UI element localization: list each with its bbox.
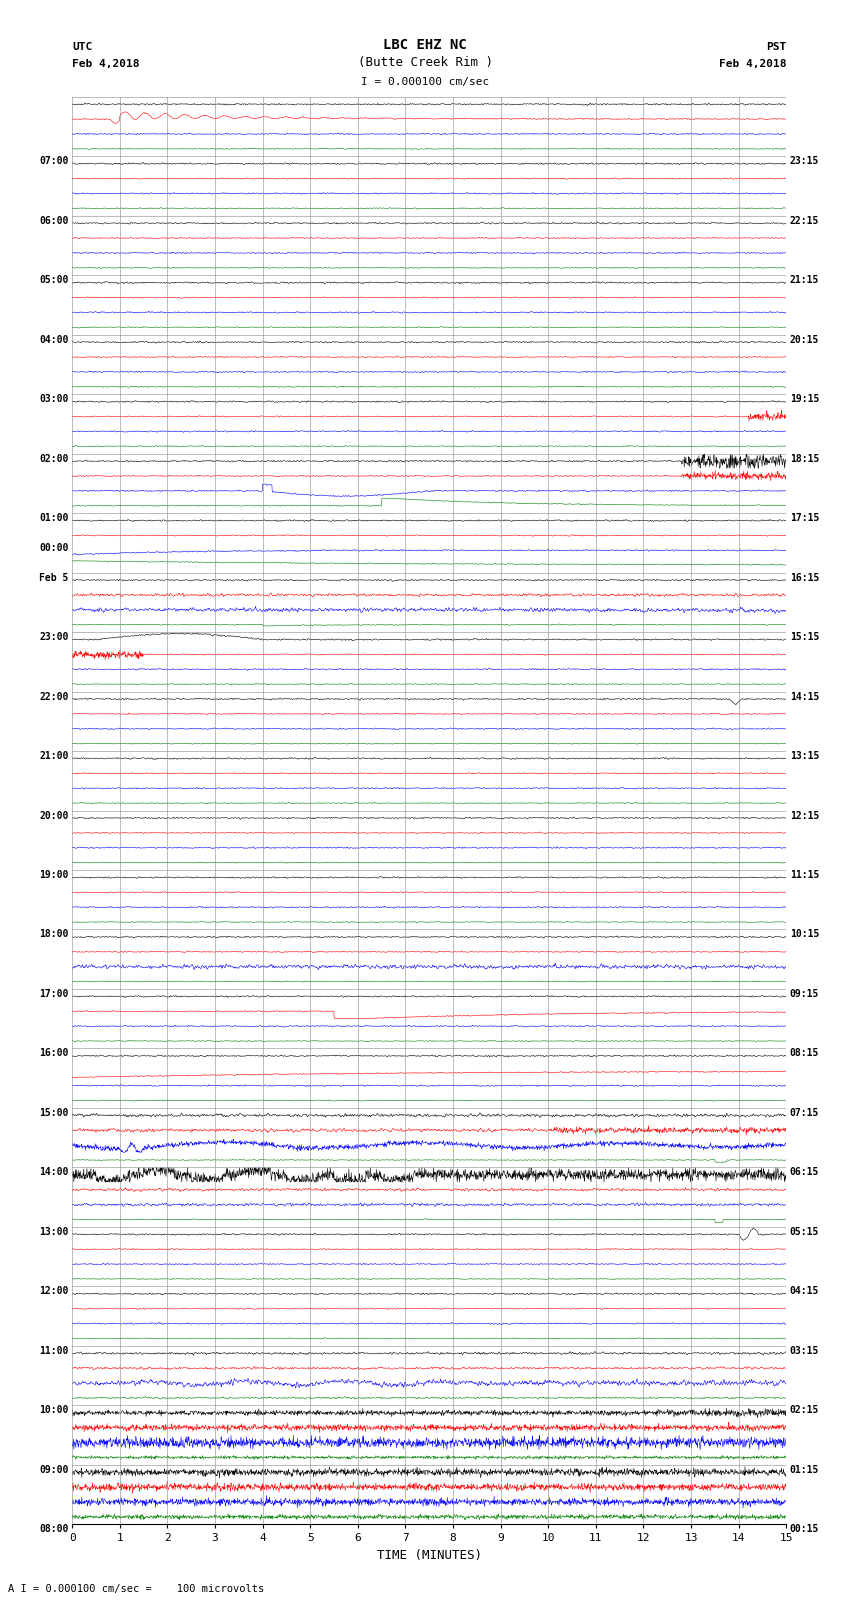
Text: 20:00: 20:00 — [39, 810, 69, 821]
Text: 01:00: 01:00 — [39, 513, 69, 523]
Text: 19:00: 19:00 — [39, 869, 69, 881]
Text: 23:00: 23:00 — [39, 632, 69, 642]
Text: UTC: UTC — [72, 42, 93, 52]
Text: 18:00: 18:00 — [39, 929, 69, 939]
Text: A I = 0.000100 cm/sec =    100 microvolts: A I = 0.000100 cm/sec = 100 microvolts — [8, 1584, 264, 1594]
Text: 21:00: 21:00 — [39, 752, 69, 761]
Text: 06:00: 06:00 — [39, 216, 69, 226]
Text: 10:00: 10:00 — [39, 1405, 69, 1415]
Text: 05:15: 05:15 — [790, 1227, 819, 1237]
Text: 15:00: 15:00 — [39, 1108, 69, 1118]
Text: 08:15: 08:15 — [790, 1048, 819, 1058]
Text: 14:00: 14:00 — [39, 1168, 69, 1177]
Text: I = 0.000100 cm/sec: I = 0.000100 cm/sec — [361, 77, 489, 87]
Text: 22:15: 22:15 — [790, 216, 819, 226]
Text: Feb 4,2018: Feb 4,2018 — [719, 60, 786, 69]
Text: 07:00: 07:00 — [39, 156, 69, 166]
Text: 20:15: 20:15 — [790, 336, 819, 345]
Text: 11:00: 11:00 — [39, 1345, 69, 1357]
Text: 13:00: 13:00 — [39, 1227, 69, 1237]
Text: 23:15: 23:15 — [790, 156, 819, 166]
Text: 19:15: 19:15 — [790, 394, 819, 405]
Text: 10:15: 10:15 — [790, 929, 819, 939]
Text: 04:15: 04:15 — [790, 1287, 819, 1297]
Text: 06:15: 06:15 — [790, 1168, 819, 1177]
Text: 16:15: 16:15 — [790, 573, 819, 582]
Text: (Butte Creek Rim ): (Butte Creek Rim ) — [358, 56, 492, 69]
Text: 00:15: 00:15 — [790, 1524, 819, 1534]
Text: 17:00: 17:00 — [39, 989, 69, 998]
Text: 02:00: 02:00 — [39, 453, 69, 463]
Text: 18:15: 18:15 — [790, 453, 819, 463]
Text: 07:15: 07:15 — [790, 1108, 819, 1118]
Text: LBC EHZ NC: LBC EHZ NC — [383, 37, 467, 52]
Text: 22:00: 22:00 — [39, 692, 69, 702]
Text: 09:00: 09:00 — [39, 1465, 69, 1474]
Text: PST: PST — [766, 42, 786, 52]
Text: 12:00: 12:00 — [39, 1287, 69, 1297]
X-axis label: TIME (MINUTES): TIME (MINUTES) — [377, 1548, 482, 1561]
Text: 08:00: 08:00 — [39, 1524, 69, 1534]
Text: 00:00: 00:00 — [39, 544, 69, 553]
Text: Feb 5: Feb 5 — [39, 573, 69, 582]
Text: 03:15: 03:15 — [790, 1345, 819, 1357]
Text: 21:15: 21:15 — [790, 276, 819, 286]
Text: 17:15: 17:15 — [790, 513, 819, 523]
Text: 05:00: 05:00 — [39, 276, 69, 286]
Text: 01:15: 01:15 — [790, 1465, 819, 1474]
Text: 12:15: 12:15 — [790, 810, 819, 821]
Text: 04:00: 04:00 — [39, 336, 69, 345]
Text: 14:15: 14:15 — [790, 692, 819, 702]
Text: 15:15: 15:15 — [790, 632, 819, 642]
Text: 13:15: 13:15 — [790, 752, 819, 761]
Text: Feb 4,2018: Feb 4,2018 — [72, 60, 139, 69]
Text: 09:15: 09:15 — [790, 989, 819, 998]
Text: 02:15: 02:15 — [790, 1405, 819, 1415]
Text: 11:15: 11:15 — [790, 869, 819, 881]
Text: 03:00: 03:00 — [39, 394, 69, 405]
Text: 16:00: 16:00 — [39, 1048, 69, 1058]
